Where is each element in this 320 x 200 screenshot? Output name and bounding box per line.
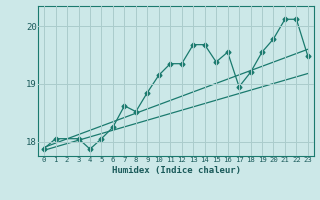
- X-axis label: Humidex (Indice chaleur): Humidex (Indice chaleur): [111, 166, 241, 175]
